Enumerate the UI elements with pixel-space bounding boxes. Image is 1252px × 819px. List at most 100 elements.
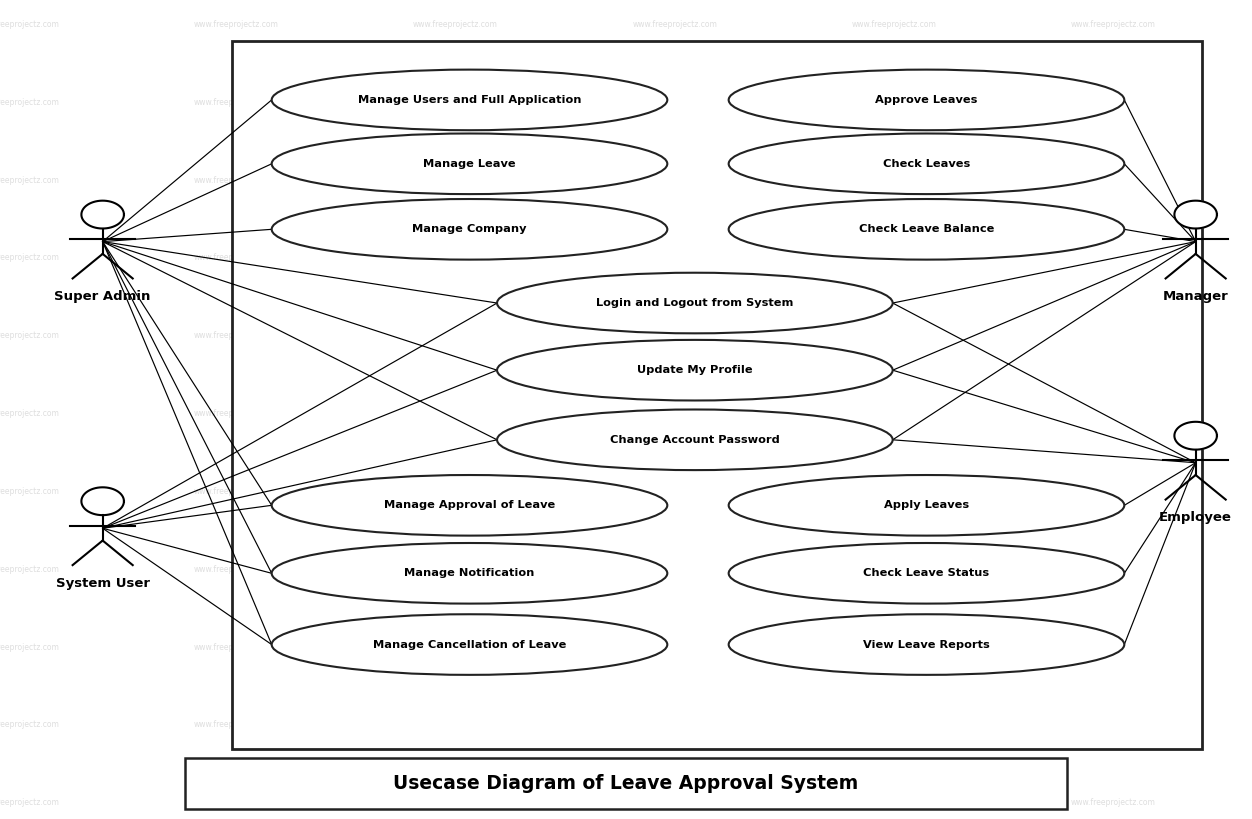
Text: www.freeprojectz.com: www.freeprojectz.com <box>194 487 279 495</box>
Ellipse shape <box>272 475 667 536</box>
Text: www.freeprojectz.com: www.freeprojectz.com <box>413 98 498 106</box>
Text: www.freeprojectz.com: www.freeprojectz.com <box>0 487 60 495</box>
Text: www.freeprojectz.com: www.freeprojectz.com <box>1070 799 1156 807</box>
Text: www.freeprojectz.com: www.freeprojectz.com <box>194 721 279 729</box>
Text: Update My Profile: Update My Profile <box>637 365 752 375</box>
Text: www.freeprojectz.com: www.freeprojectz.com <box>851 410 936 418</box>
Ellipse shape <box>272 70 667 130</box>
Polygon shape <box>81 201 124 229</box>
Text: Usecase Diagram of Leave Approval System: Usecase Diagram of Leave Approval System <box>393 774 859 794</box>
Text: www.freeprojectz.com: www.freeprojectz.com <box>194 20 279 29</box>
Text: www.freeprojectz.com: www.freeprojectz.com <box>0 721 60 729</box>
Text: www.freeprojectz.com: www.freeprojectz.com <box>632 332 717 340</box>
Text: www.freeprojectz.com: www.freeprojectz.com <box>851 565 936 573</box>
Ellipse shape <box>497 273 893 333</box>
Text: Manage Cancellation of Leave: Manage Cancellation of Leave <box>373 640 566 649</box>
Text: www.freeprojectz.com: www.freeprojectz.com <box>194 565 279 573</box>
Ellipse shape <box>729 70 1124 130</box>
Text: www.freeprojectz.com: www.freeprojectz.com <box>0 254 60 262</box>
Text: Apply Leaves: Apply Leaves <box>884 500 969 510</box>
Text: www.freeprojectz.com: www.freeprojectz.com <box>0 332 60 340</box>
Text: www.freeprojectz.com: www.freeprojectz.com <box>194 98 279 106</box>
Text: www.freeprojectz.com: www.freeprojectz.com <box>851 254 936 262</box>
Text: www.freeprojectz.com: www.freeprojectz.com <box>632 799 717 807</box>
Text: www.freeprojectz.com: www.freeprojectz.com <box>0 410 60 418</box>
Text: www.freeprojectz.com: www.freeprojectz.com <box>194 332 279 340</box>
Text: www.freeprojectz.com: www.freeprojectz.com <box>0 20 60 29</box>
Text: www.freeprojectz.com: www.freeprojectz.com <box>851 721 936 729</box>
Text: www.freeprojectz.com: www.freeprojectz.com <box>0 799 60 807</box>
Text: System User: System User <box>55 577 150 590</box>
Text: www.freeprojectz.com: www.freeprojectz.com <box>632 487 717 495</box>
Polygon shape <box>1174 201 1217 229</box>
Text: www.freeprojectz.com: www.freeprojectz.com <box>1070 410 1156 418</box>
Text: Super Admin: Super Admin <box>55 290 150 303</box>
Text: Manage Company: Manage Company <box>412 224 527 234</box>
Ellipse shape <box>272 199 667 260</box>
Text: www.freeprojectz.com: www.freeprojectz.com <box>413 176 498 184</box>
Text: www.freeprojectz.com: www.freeprojectz.com <box>413 487 498 495</box>
Text: Check Leaves: Check Leaves <box>883 159 970 169</box>
Text: www.freeprojectz.com: www.freeprojectz.com <box>851 20 936 29</box>
Text: www.freeprojectz.com: www.freeprojectz.com <box>632 643 717 651</box>
Text: www.freeprojectz.com: www.freeprojectz.com <box>1070 254 1156 262</box>
Text: www.freeprojectz.com: www.freeprojectz.com <box>1070 176 1156 184</box>
Polygon shape <box>1174 422 1217 450</box>
Polygon shape <box>81 487 124 515</box>
Text: www.freeprojectz.com: www.freeprojectz.com <box>413 332 498 340</box>
Text: www.freeprojectz.com: www.freeprojectz.com <box>632 410 717 418</box>
Text: www.freeprojectz.com: www.freeprojectz.com <box>0 98 60 106</box>
Text: www.freeprojectz.com: www.freeprojectz.com <box>413 254 498 262</box>
Text: www.freeprojectz.com: www.freeprojectz.com <box>413 20 498 29</box>
Ellipse shape <box>729 475 1124 536</box>
Text: www.freeprojectz.com: www.freeprojectz.com <box>851 643 936 651</box>
Text: www.freeprojectz.com: www.freeprojectz.com <box>632 721 717 729</box>
Text: Employee: Employee <box>1159 511 1232 524</box>
Text: www.freeprojectz.com: www.freeprojectz.com <box>632 565 717 573</box>
Text: www.freeprojectz.com: www.freeprojectz.com <box>851 332 936 340</box>
Text: www.freeprojectz.com: www.freeprojectz.com <box>1070 98 1156 106</box>
Text: www.freeprojectz.com: www.freeprojectz.com <box>413 721 498 729</box>
Text: Manage Notification: Manage Notification <box>404 568 535 578</box>
Text: www.freeprojectz.com: www.freeprojectz.com <box>0 643 60 651</box>
Text: Approve Leaves: Approve Leaves <box>875 95 978 105</box>
Ellipse shape <box>272 133 667 194</box>
Text: www.freeprojectz.com: www.freeprojectz.com <box>0 565 60 573</box>
Text: www.freeprojectz.com: www.freeprojectz.com <box>194 643 279 651</box>
Text: View Leave Reports: View Leave Reports <box>863 640 990 649</box>
Text: www.freeprojectz.com: www.freeprojectz.com <box>413 410 498 418</box>
Text: Check Leave Balance: Check Leave Balance <box>859 224 994 234</box>
Text: www.freeprojectz.com: www.freeprojectz.com <box>194 799 279 807</box>
Text: www.freeprojectz.com: www.freeprojectz.com <box>1070 487 1156 495</box>
Text: www.freeprojectz.com: www.freeprojectz.com <box>194 254 279 262</box>
Text: Manager: Manager <box>1163 290 1228 303</box>
Text: www.freeprojectz.com: www.freeprojectz.com <box>1070 721 1156 729</box>
Text: www.freeprojectz.com: www.freeprojectz.com <box>632 254 717 262</box>
Text: www.freeprojectz.com: www.freeprojectz.com <box>413 799 498 807</box>
Text: www.freeprojectz.com: www.freeprojectz.com <box>851 176 936 184</box>
Text: www.freeprojectz.com: www.freeprojectz.com <box>0 176 60 184</box>
Text: www.freeprojectz.com: www.freeprojectz.com <box>1070 643 1156 651</box>
FancyBboxPatch shape <box>232 41 1202 749</box>
Text: www.freeprojectz.com: www.freeprojectz.com <box>1070 332 1156 340</box>
Text: www.freeprojectz.com: www.freeprojectz.com <box>851 487 936 495</box>
Ellipse shape <box>497 340 893 400</box>
Text: www.freeprojectz.com: www.freeprojectz.com <box>413 643 498 651</box>
Text: www.freeprojectz.com: www.freeprojectz.com <box>194 176 279 184</box>
Text: www.freeprojectz.com: www.freeprojectz.com <box>1070 20 1156 29</box>
Ellipse shape <box>729 133 1124 194</box>
Text: www.freeprojectz.com: www.freeprojectz.com <box>1070 565 1156 573</box>
Text: www.freeprojectz.com: www.freeprojectz.com <box>413 565 498 573</box>
Ellipse shape <box>729 614 1124 675</box>
Text: Login and Logout from System: Login and Logout from System <box>596 298 794 308</box>
Text: www.freeprojectz.com: www.freeprojectz.com <box>194 410 279 418</box>
Text: www.freeprojectz.com: www.freeprojectz.com <box>632 176 717 184</box>
Ellipse shape <box>272 614 667 675</box>
Ellipse shape <box>729 199 1124 260</box>
Text: Manage Users and Full Application: Manage Users and Full Application <box>358 95 581 105</box>
Text: www.freeprojectz.com: www.freeprojectz.com <box>632 20 717 29</box>
Text: Change Account Password: Change Account Password <box>610 435 780 445</box>
Text: www.freeprojectz.com: www.freeprojectz.com <box>632 98 717 106</box>
Text: Manage Approval of Leave: Manage Approval of Leave <box>384 500 555 510</box>
Text: www.freeprojectz.com: www.freeprojectz.com <box>851 799 936 807</box>
